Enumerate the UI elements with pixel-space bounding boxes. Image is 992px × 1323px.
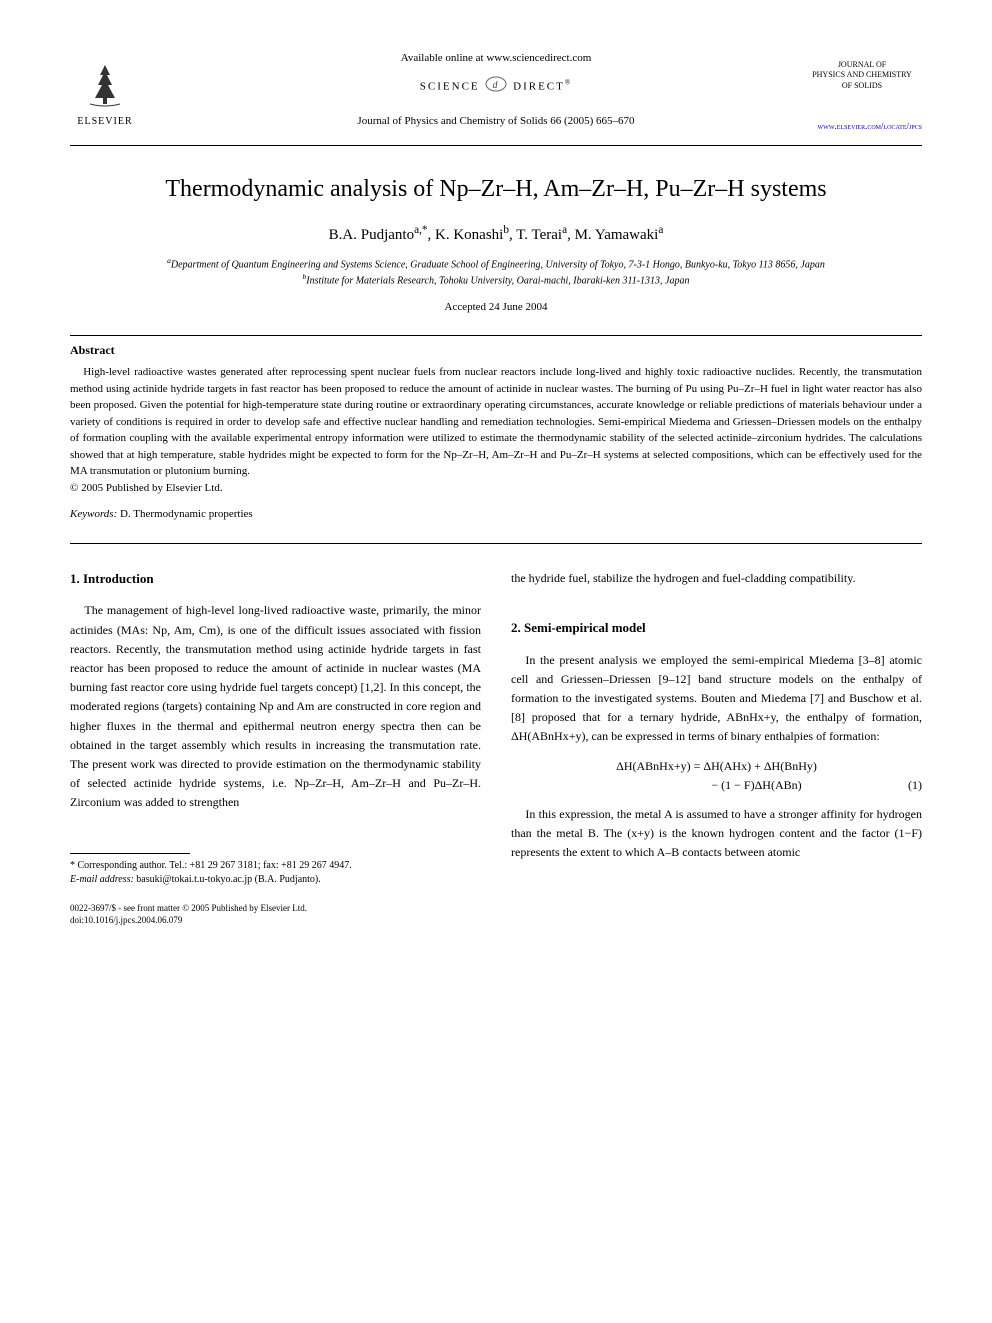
page-header: ELSEVIER Available online at www.science…: [70, 50, 922, 130]
affil-b-text: Institute for Materials Research, Tohoku…: [306, 276, 689, 287]
science-direct-logo: SCIENCE d DIRECT®: [70, 75, 922, 99]
abstract-top-rule: [70, 335, 922, 336]
equation-line-2: − (1 − F)ΔH(ABn): [711, 778, 801, 792]
abstract-text: High-level radioactive wastes generated …: [70, 364, 922, 480]
author-list: B.A. Pudjantoa,*, K. Konashib, T. Teraia…: [70, 222, 922, 247]
author-4: M. Yamawaki: [575, 227, 659, 243]
author-1: B.A. Pudjanto: [329, 227, 414, 243]
keywords-line: Keywords: D. Thermodynamic properties: [70, 506, 922, 523]
journal-url-link[interactable]: www.elsevier.com/locate/jpcs: [802, 121, 922, 133]
elsevier-logo: ELSEVIER: [70, 60, 140, 129]
intro-continuation: the hydride fuel, stabilize the hydrogen…: [511, 569, 922, 588]
model-paragraph-1: In the present analysis we employed the …: [511, 651, 922, 747]
journal-name-1: JOURNAL OF: [802, 60, 922, 70]
sd-text-1: SCIENCE: [420, 80, 480, 92]
copyright-text: © 2005 Published by Elsevier Ltd.: [70, 480, 922, 497]
equation-1: ΔH(ABnHx+y) = ΔH(AHx) + ΔH(BnHy) − (1 − …: [511, 757, 922, 795]
model-heading: 2. Semi-empirical model: [511, 618, 922, 639]
right-column: the hydride fuel, stabilize the hydrogen…: [511, 569, 922, 927]
article-title: Thermodynamic analysis of Np–Zr–H, Am–Zr…: [70, 171, 922, 207]
author-2-sup: b: [503, 224, 509, 236]
doi-line1: 0022-3697/$ - see front matter © 2005 Pu…: [70, 902, 481, 915]
author-2: K. Konashi: [435, 227, 503, 243]
available-online-text: Available online at www.sciencedirect.co…: [70, 50, 922, 67]
sd-text-2: DIRECT: [513, 80, 565, 92]
left-column: 1. Introduction The management of high-l…: [70, 569, 481, 927]
elsevier-tree-icon: [80, 60, 130, 110]
body-columns: 1. Introduction The management of high-l…: [70, 569, 922, 927]
intro-heading: 1. Introduction: [70, 569, 481, 590]
author-3-sup: a: [562, 224, 567, 236]
svg-text:d: d: [493, 80, 500, 91]
doi-line2: doi:10.1016/j.jpcs.2004.06.079: [70, 914, 481, 927]
equation-number: (1): [908, 776, 922, 795]
equation-line-1: ΔH(ABnHx+y) = ΔH(AHx) + ΔH(BnHy): [511, 757, 922, 776]
footnote-email: basuki@tokai.t.u-tokyo.ac.jp (B.A. Pudja…: [134, 874, 321, 885]
corresponding-footnote: * Corresponding author. Tel.: +81 29 267…: [70, 859, 481, 887]
intro-paragraph: The management of high-level long-lived …: [70, 601, 481, 812]
elsevier-label: ELSEVIER: [70, 114, 140, 129]
author-4-sup: a: [658, 224, 663, 236]
model-paragraph-2: In this expression, the metal A is assum…: [511, 805, 922, 863]
footnote-separator: [70, 853, 190, 854]
journal-name-3: OF SOLIDS: [802, 81, 922, 91]
doi-block: 0022-3697/$ - see front matter © 2005 Pu…: [70, 902, 481, 927]
footnote-corr: * Corresponding author. Tel.: +81 29 267…: [70, 859, 481, 873]
abstract-heading: Abstract: [70, 341, 922, 359]
author-1-sup: a,*: [414, 224, 427, 236]
affiliations: aDepartment of Quantum Engineering and S…: [70, 256, 922, 289]
accepted-date: Accepted 24 June 2004: [70, 299, 922, 316]
abstract-bottom-rule: [70, 543, 922, 544]
journal-badge: JOURNAL OF PHYSICS AND CHEMISTRY OF SOLI…: [802, 60, 922, 133]
journal-name-2: PHYSICS AND CHEMISTRY: [802, 70, 922, 80]
journal-citation: Journal of Physics and Chemistry of Soli…: [70, 113, 922, 130]
header-rule: [70, 145, 922, 146]
footnote-email-label: E-mail address:: [70, 874, 134, 885]
keywords-label: Keywords:: [70, 508, 117, 520]
footnote-email-line: E-mail address: basuki@tokai.t.u-tokyo.a…: [70, 873, 481, 887]
sd-circle-icon: d: [484, 75, 508, 99]
affil-a-text: Department of Quantum Engineering and Sy…: [171, 259, 825, 270]
keywords-text: D. Thermodynamic properties: [117, 508, 252, 520]
author-3: T. Terai: [516, 227, 562, 243]
